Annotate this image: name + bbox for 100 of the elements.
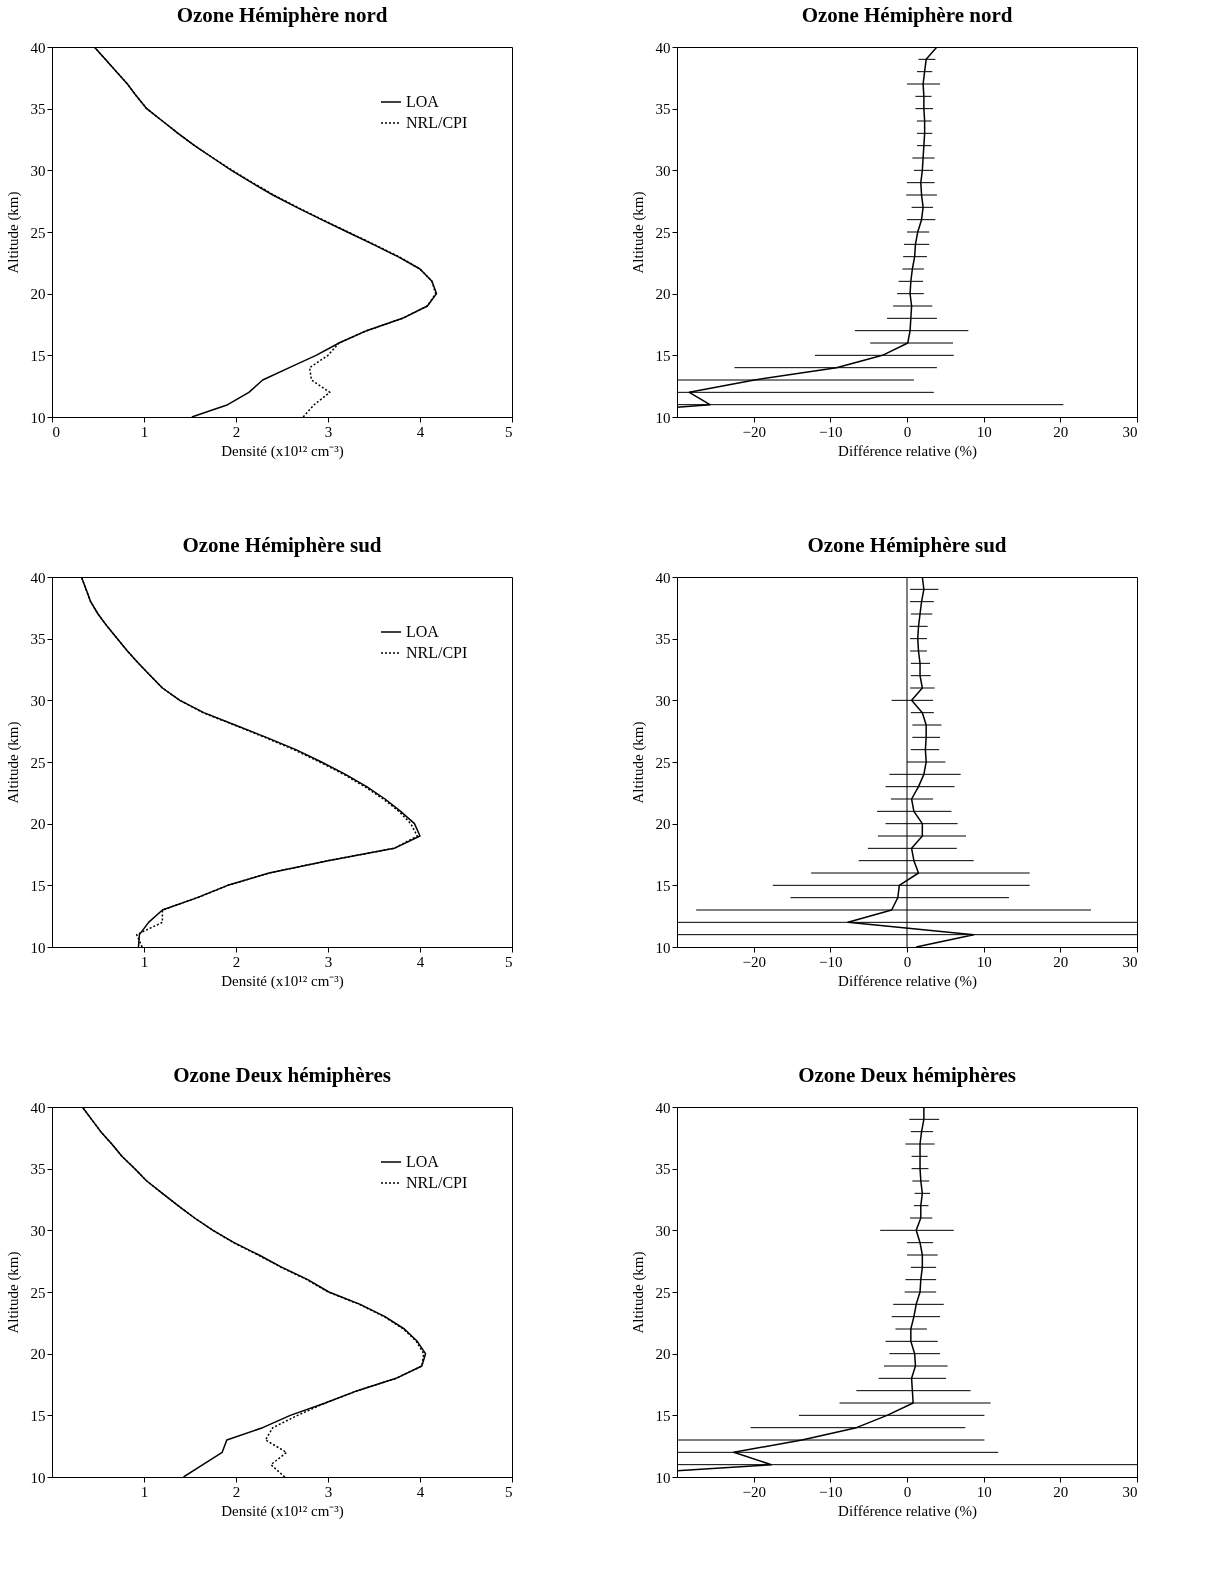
y-tick-label: 20 [30,286,46,303]
x-tick-label: 20 [1053,1483,1069,1500]
x-tick-label: 1 [140,1483,149,1500]
y-tick-label: 10 [30,939,46,956]
y-tick-label: 10 [30,1469,46,1486]
y-tick-label: 25 [30,224,46,241]
y-tick-label: 20 [30,1346,46,1363]
x-tick-label: −10 [819,1483,843,1500]
chart-title: Ozone Hémiphère sud [182,533,382,557]
y-tick-label: 25 [655,224,671,241]
chart-title: Ozone Hémiphère nord [801,3,1013,27]
y-axis-title: Altitude (km) [4,191,22,274]
x-axis-title: Densité (x10¹² cm⁻³) [221,972,344,990]
chart-title: Ozone Deux hémiphères [173,1063,391,1087]
y-axis-title: Altitude (km) [629,1251,647,1334]
y-tick-label: 35 [30,101,46,118]
x-tick-label: 2 [232,1483,241,1500]
y-tick-label: 30 [655,692,671,709]
x-axis-title: Différence relative (%) [838,1502,977,1520]
x-tick-label: 2 [232,423,241,440]
y-axis-title: Altitude (km) [629,721,647,804]
x-tick-label: −20 [742,423,766,440]
x-tick-label: 5 [505,423,513,440]
y-tick-label: 20 [655,816,671,833]
x-tick-label: 3 [324,953,333,970]
y-tick-label: 40 [655,569,671,586]
x-tick-label: 10 [976,953,992,970]
x-tick-label: 4 [416,1483,425,1500]
y-tick-label: 35 [655,1161,671,1178]
y-tick-label: 25 [30,754,46,771]
x-tick-label: 30 [1122,953,1138,970]
y-tick-label: 25 [655,1284,671,1301]
y-tick-label: 30 [30,1222,46,1239]
y-tick-label: 35 [655,631,671,648]
chart-title: Ozone Deux hémiphères [798,1063,1016,1087]
y-tick-label: 10 [30,409,46,426]
x-tick-label: 2 [232,953,241,970]
x-tick-label: 4 [416,953,425,970]
x-tick-label: 20 [1053,423,1069,440]
x-tick-label: 3 [324,423,333,440]
y-tick-label: 25 [30,1284,46,1301]
y-tick-label: 30 [655,162,671,179]
y-tick-label: 20 [30,816,46,833]
y-tick-label: 10 [655,1469,671,1486]
x-tick-label: −10 [819,953,843,970]
x-axis-title: Densité (x10¹² cm⁻³) [221,442,344,460]
x-tick-label: 5 [505,953,513,970]
x-axis-title: Densité (x10¹² cm⁻³) [221,1502,344,1520]
y-axis-title: Altitude (km) [4,721,22,804]
y-tick-label: 15 [30,877,46,894]
x-tick-label: 3 [324,1483,333,1500]
y-tick-label: 15 [655,1407,671,1424]
y-tick-label: 40 [30,39,46,56]
y-axis-title: Altitude (km) [4,1251,22,1334]
x-tick-label: 0 [903,953,912,970]
x-tick-label: 1 [140,423,149,440]
legend-label: NRL/CPI [406,644,468,661]
x-tick-label: 4 [416,423,425,440]
x-tick-label: 1 [140,953,149,970]
legend-label: LOA [406,623,440,640]
y-tick-label: 10 [655,939,671,956]
y-tick-label: 10 [655,409,671,426]
x-tick-label: 30 [1122,423,1138,440]
y-tick-label: 15 [655,347,671,364]
y-tick-label: 15 [655,877,671,894]
x-tick-label: 0 [903,1483,912,1500]
y-tick-label: 35 [30,1161,46,1178]
legend-label: LOA [406,93,440,110]
x-tick-label: −20 [742,953,766,970]
legend-label: NRL/CPI [406,114,468,131]
x-tick-label: 0 [903,423,912,440]
y-tick-label: 30 [655,1222,671,1239]
y-tick-label: 35 [655,101,671,118]
y-tick-label: 15 [30,347,46,364]
y-tick-label: 40 [30,1099,46,1116]
x-tick-label: −10 [819,423,843,440]
y-tick-label: 35 [30,631,46,648]
y-tick-label: 40 [655,39,671,56]
legend-label: NRL/CPI [406,1174,468,1191]
x-axis-title: Différence relative (%) [838,442,977,460]
chart-title: Ozone Hémiphère sud [807,533,1007,557]
y-tick-label: 25 [655,754,671,771]
y-tick-label: 30 [30,692,46,709]
y-tick-label: 20 [655,1346,671,1363]
y-tick-label: 20 [655,286,671,303]
x-tick-label: 10 [976,423,992,440]
x-tick-label: 10 [976,1483,992,1500]
y-tick-label: 40 [30,569,46,586]
x-tick-label: −20 [742,1483,766,1500]
y-tick-label: 40 [655,1099,671,1116]
x-tick-label: 30 [1122,1483,1138,1500]
chart-title: Ozone Hémiphère nord [176,3,388,27]
y-tick-label: 15 [30,1407,46,1424]
y-axis-title: Altitude (km) [629,191,647,274]
legend-label: LOA [406,1153,440,1170]
x-tick-label: 0 [52,423,60,440]
x-tick-label: 5 [505,1483,513,1500]
y-tick-label: 30 [30,162,46,179]
x-tick-label: 20 [1053,953,1069,970]
x-axis-title: Différence relative (%) [838,972,977,990]
